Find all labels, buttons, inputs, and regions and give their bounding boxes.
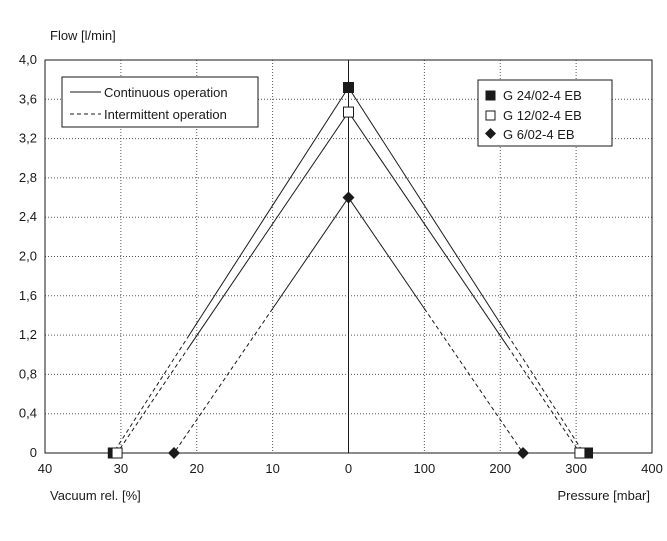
x-tick-label-pressure: 100 [414,461,436,476]
y-tick-label: 3,2 [19,131,37,146]
legend-continuous-label: Continuous operation [104,85,228,100]
series-markers [107,82,594,459]
marker-g12-peak [343,106,354,118]
series-line-intermittent-pressure [507,346,581,454]
series-line-continuous-vacuum [188,87,349,336]
x-tick-label-pressure: 400 [641,461,663,476]
x-axis-title-vacuum: Vacuum rel. [%] [50,488,141,503]
marker-g6-vacuum-end [167,447,180,459]
y-tick-label: 1,2 [19,327,37,342]
marker-g6-pressure-end [517,447,530,459]
series-line-intermittent-vacuum [116,346,190,454]
y-tick-label: 0 [30,445,37,460]
marker-g12-pressure-end [574,447,586,459]
axes [44,59,653,454]
marker-g24-peak [343,82,354,94]
tick-labels: 00,40,81,21,62,02,42,83,23,64,040 30 20 10 0… [19,52,663,476]
y-tick-label: 2,0 [19,249,37,264]
legend-intermittent-label: Intermittent operation [104,107,227,122]
x-tick-label-pressure: 300 [565,461,587,476]
y-tick-label: 0,8 [19,366,37,381]
y-tick-label: 2,4 [19,209,37,224]
series-line-continuous-pressure [348,197,425,309]
series-line-intermittent-vacuum [173,308,274,454]
legend-line-styles-box [61,76,259,128]
legend-g24-marker [485,90,496,101]
x-axis-title-pressure: Pressure [mbar] [558,488,650,503]
legend-g24-label: G 24/02-4 EB [503,88,582,103]
y-tick-label: 0,4 [19,406,37,421]
x-tick-label-vacuum: 0 [345,461,352,476]
x-tick-label-vacuum: 20 [190,461,204,476]
series-lines [112,87,585,454]
legend-g6-marker [485,128,496,139]
x-tick-label-pressure: 200 [489,461,511,476]
marker-g6-peak [342,191,355,204]
y-tick-label: 4,0 [19,52,37,67]
legend-series: G 24/02-4 EB G 12/02-4 EB G 6/02-4 EB [477,79,613,147]
legend-g6-label: G 6/02-4 EB [503,127,575,142]
series-line-continuous-vacuum [188,111,349,348]
series-line-intermittent-pressure [423,308,524,454]
legend-line-styles: Continuous operation Intermittent operat… [61,76,259,128]
series-line-intermittent-pressure [507,334,585,454]
y-tick-label: 1,6 [19,288,37,303]
x-tick-label-vacuum: 10 [265,461,279,476]
y-tick-label: 2,8 [19,170,37,185]
legend-g12-marker [485,110,496,121]
series-line-continuous-pressure [348,111,509,348]
y-axis-title: Flow [l/min] [50,28,116,43]
x-tick-label-vacuum: 40 [38,461,52,476]
legend-series-box [477,79,613,147]
series-line-intermittent-vacuum [112,334,190,454]
series-line-continuous-vacuum [272,197,349,309]
x-tick-label-vacuum: 30 [114,461,128,476]
legend-g12-label: G 12/02-4 EB [503,108,582,123]
series-line-continuous-pressure [348,87,509,336]
y-tick-label: 3,6 [19,91,37,106]
marker-g12-vacuum-end [111,447,123,459]
